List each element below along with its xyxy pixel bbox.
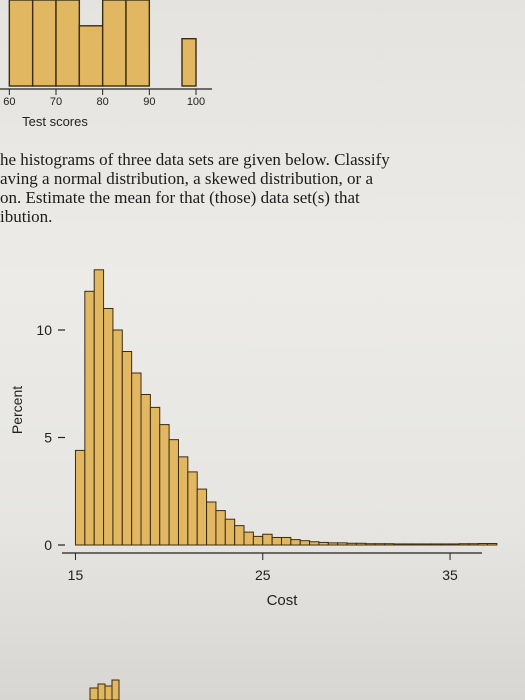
histogram-bar (327, 542, 339, 546)
histogram-bar (355, 542, 367, 546)
histogram-bar (187, 471, 198, 546)
x-axis-label: Cost (267, 592, 299, 609)
y-tick-label: 0 (44, 537, 52, 553)
histogram-bar (131, 372, 142, 546)
histogram-bar (374, 543, 385, 546)
histogram-bar (412, 543, 423, 546)
histogram-bar (280, 536, 292, 546)
histogram-bar (271, 536, 282, 546)
histogram-bar (121, 351, 133, 546)
histogram-bar (168, 439, 179, 546)
histogram-bar (234, 525, 245, 546)
histogram-bar (181, 38, 197, 87)
histogram-bar (55, 0, 81, 87)
histogram-bar (31, 0, 57, 87)
x-axis-label: Test scores (22, 114, 88, 129)
x-tick-label: 90 (143, 96, 155, 108)
y-tick-label: 5 (44, 430, 52, 446)
histogram-bar (486, 542, 498, 546)
histogram-bar (430, 543, 442, 546)
histogram-bar (393, 543, 404, 546)
histogram-bar (93, 269, 105, 546)
histogram-bar (365, 543, 376, 546)
histogram-bar (149, 406, 161, 546)
histogram-bar (252, 535, 264, 546)
histogram-bar (449, 543, 460, 546)
x-tick-label: 25 (255, 567, 271, 583)
histogram-bar (477, 542, 488, 546)
instruction-line: on. Estimate the mean for that (those) d… (0, 188, 360, 207)
histogram-bar (74, 449, 86, 546)
histogram-bar (309, 541, 320, 546)
x-tick-label: 35 (442, 567, 458, 583)
histogram-bar (468, 543, 479, 546)
x-tick-label: 60 (3, 96, 15, 108)
cost-histogram: 0 5 10 Percent 15 25 35 Cost (9, 269, 498, 609)
histogram-bar (140, 394, 151, 546)
histogram-bar (206, 501, 217, 546)
histogram-bar (262, 533, 273, 546)
x-tick-label: 80 (97, 96, 109, 108)
test-scores-histogram: 60 70 80 90 100 Test scores (0, 0, 212, 129)
histogram-bar (215, 510, 226, 546)
instruction-line: ibution. (0, 207, 53, 226)
histogram-bar (421, 543, 432, 546)
histogram-bar (337, 542, 348, 546)
instruction-line: he histograms of three data sets are giv… (0, 150, 390, 169)
histogram-bar (290, 539, 301, 546)
histogram-bar (299, 540, 311, 546)
x-tick-label: 100 (187, 96, 205, 108)
histogram-bar (177, 456, 189, 546)
histogram-bar (196, 488, 208, 546)
histogram-bar (458, 543, 470, 546)
histogram-bar (101, 0, 127, 87)
histogram-bar (224, 518, 236, 546)
y-tick-label: 10 (36, 322, 52, 338)
histogram-bar (402, 543, 414, 546)
histogram-bar (103, 308, 114, 546)
instruction-line: aving a normal distribution, a skewed di… (0, 169, 373, 188)
histogram-bar (125, 0, 151, 87)
y-axis-label: Percent (9, 386, 25, 434)
histogram-bar (8, 0, 34, 87)
histogram-bar (159, 424, 170, 546)
histogram-bar (383, 543, 395, 546)
x-tick-label: 15 (68, 567, 84, 583)
x-tick-label: 70 (50, 96, 62, 108)
histogram-bar (243, 531, 254, 546)
histogram-bar (84, 290, 95, 546)
histogram-bar (112, 329, 123, 546)
histogram-bar (346, 542, 357, 546)
histogram-bar (440, 543, 451, 546)
histogram-bar (78, 25, 104, 87)
histogram-bar (318, 541, 329, 546)
exercise-instructions: he histograms of three data sets are giv… (0, 150, 510, 226)
partial-histogram-fragment (89, 679, 120, 700)
